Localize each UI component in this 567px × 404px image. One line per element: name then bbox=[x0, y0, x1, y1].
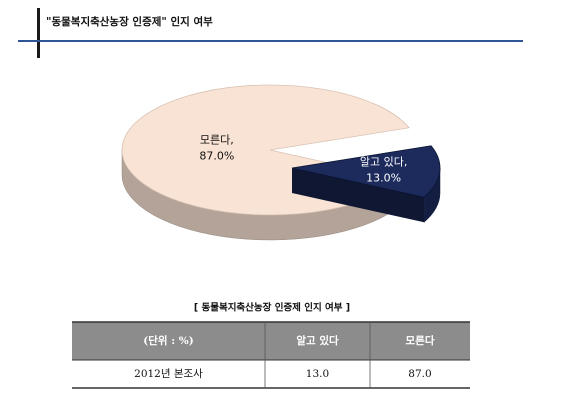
table-header-cell: 모른다 bbox=[406, 334, 435, 347]
pie-chart: 모른다, 87.0% 알고 있다, 13.0% bbox=[121, 84, 441, 241]
value-label: 87.0% bbox=[199, 150, 234, 163]
slice bbox=[291, 145, 441, 198]
table-header-cell: 알고 있다 bbox=[296, 334, 339, 347]
header-title: "동물복지축산농장 인증제" 인지 여부 bbox=[46, 15, 213, 28]
table-cell: 87.0 bbox=[408, 368, 431, 380]
table: (단위 : %) 알고 있다 모른다 2012년 본조사 13.0 87.0 bbox=[72, 321, 470, 389]
table-cell: 2012년 본조사 bbox=[134, 368, 203, 380]
header-bar bbox=[37, 8, 40, 58]
table-header-cell: (단위 : %) bbox=[143, 334, 193, 347]
table-header-bg bbox=[72, 322, 470, 360]
slice-label: 알고 있다, bbox=[360, 154, 407, 168]
value-label: 13.0% bbox=[366, 171, 401, 184]
table-caption: [ 동물복지축산농장 인증제 인지 여부 ] bbox=[194, 302, 350, 314]
slice-label: 모른다, bbox=[200, 134, 234, 147]
table-cell: 13.0 bbox=[306, 368, 329, 380]
slice-face bbox=[292, 168, 425, 223]
